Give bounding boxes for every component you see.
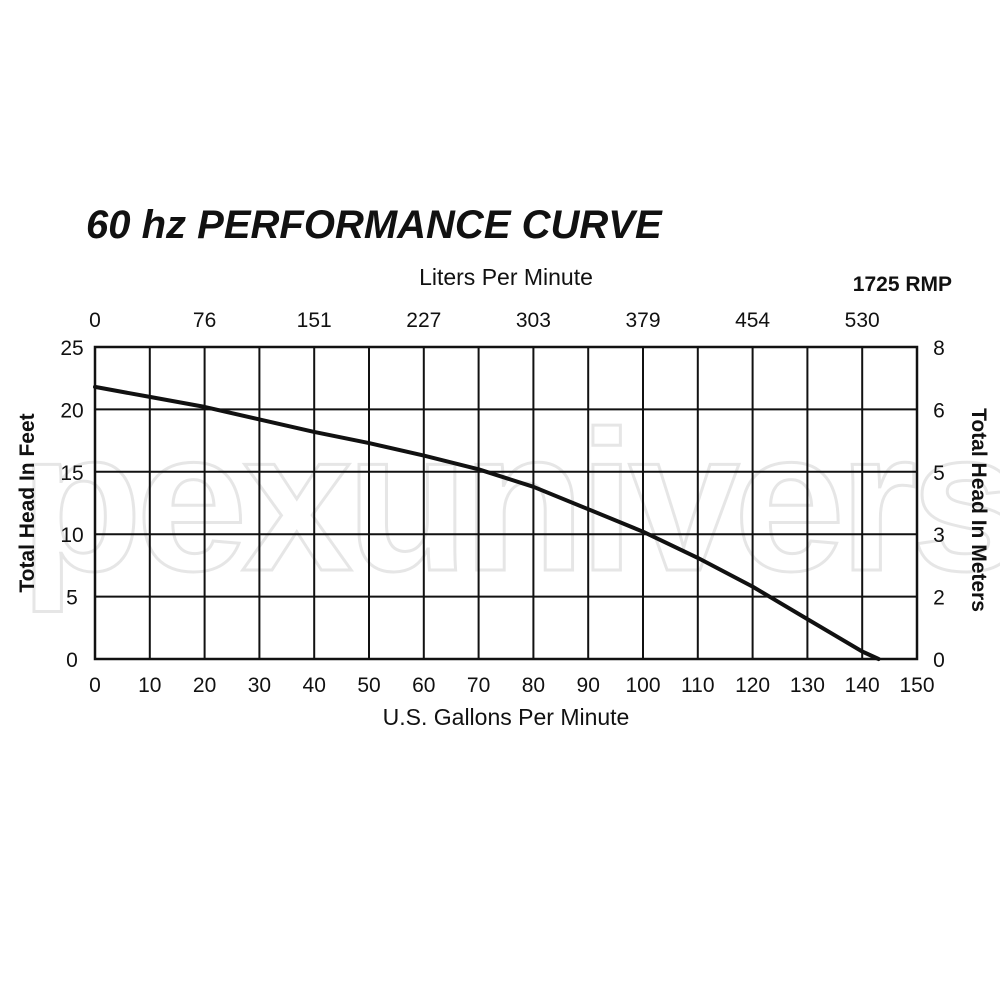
- y2-tick-label: 5: [933, 462, 945, 485]
- series-layer: [93, 384, 881, 661]
- x-tick-label: 60: [412, 674, 435, 697]
- x2-tick-label: 454: [735, 309, 770, 332]
- x-tick-label: 0: [89, 674, 101, 697]
- x-tick-label: 110: [681, 674, 714, 697]
- watermark-text: pexuniverse: [20, 390, 1000, 613]
- y2-tick-label: 8: [933, 337, 945, 360]
- x2-tick-label: 0: [89, 309, 101, 332]
- y-tick-label: 20: [60, 399, 83, 422]
- left-axis-title: Total Head In Feet: [16, 413, 39, 592]
- x-tick-label: 30: [248, 674, 271, 697]
- performance-curve-line: [93, 384, 881, 661]
- right-axis-title: Total Head In Meters: [967, 408, 990, 612]
- x2-tick-label: 76: [193, 309, 216, 332]
- x2-tick-label: 303: [516, 309, 551, 332]
- x-tick-label: 40: [303, 674, 326, 697]
- grid: [93, 345, 919, 661]
- top-axis-title: Liters Per Minute: [419, 264, 593, 290]
- bottom-axis-title: U.S. Gallons Per Minute: [383, 704, 630, 730]
- y2-tick-label: 3: [933, 524, 945, 547]
- y2-tick-label: 6: [933, 399, 945, 422]
- plot-frame: [93, 345, 919, 661]
- x2-tick-label: 379: [625, 309, 660, 332]
- x-tick-label: 20: [193, 674, 216, 697]
- chart-title: 60 hz PERFORMANCE CURVE: [86, 203, 663, 247]
- x-tick-label: 70: [467, 674, 490, 697]
- x-tick-label: 90: [577, 674, 600, 697]
- rpm-label: 1725 RMP: [853, 273, 952, 296]
- y-tick-label: 0: [66, 649, 78, 672]
- x-tick-label: 50: [357, 674, 380, 697]
- y-tick-label: 15: [60, 462, 83, 485]
- y-tick-label: 25: [60, 337, 83, 360]
- x2-tick-label: 151: [297, 309, 332, 332]
- y-tick-label: 10: [60, 524, 83, 547]
- x2-tick-label: 530: [845, 309, 880, 332]
- x-tick-label: 140: [845, 674, 880, 697]
- y-tick-label: 5: [66, 587, 78, 610]
- x2-tick-label: 227: [406, 309, 441, 332]
- y2-tick-label: 0: [933, 649, 945, 672]
- y2-tick-label: 2: [933, 587, 945, 610]
- x-tick-label: 150: [899, 674, 934, 697]
- x-tick-label: 10: [138, 674, 161, 697]
- x-tick-label: 100: [625, 674, 660, 697]
- x-tick-label: 80: [522, 674, 545, 697]
- x-tick-label: 120: [735, 674, 770, 697]
- x-tick-label: 130: [790, 674, 825, 697]
